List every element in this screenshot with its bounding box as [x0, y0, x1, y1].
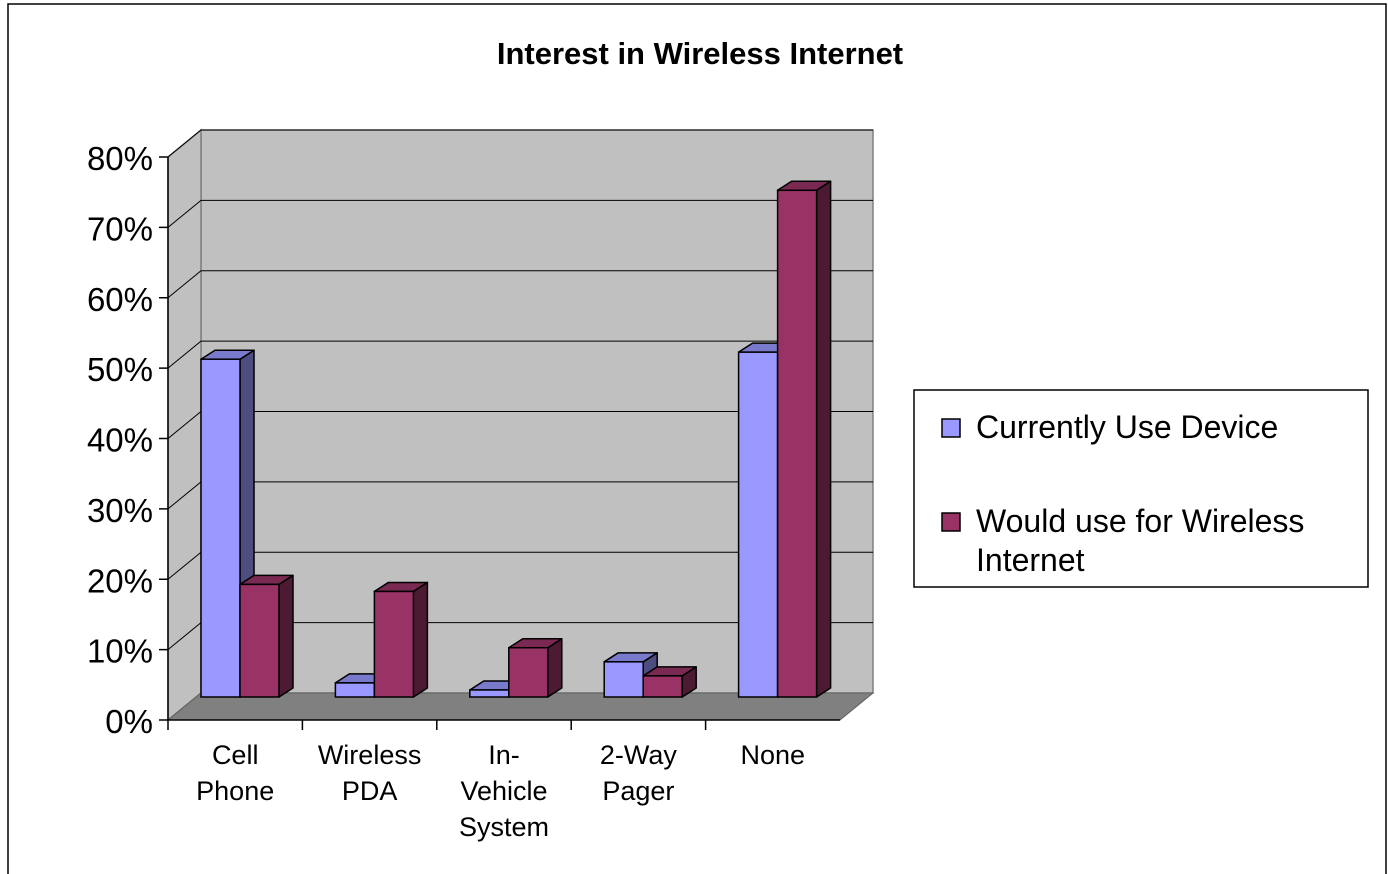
legend-label: Currently Use Device	[976, 409, 1278, 445]
bar-front	[776, 189, 818, 698]
x-tick-label: Pager	[602, 776, 674, 806]
legend-box	[913, 389, 1369, 588]
bars	[200, 180, 832, 698]
y-axis-tick-labels: 0% 10% 20% 30% 40% 50% 60% 70% 80%	[87, 140, 153, 740]
y-tick-label: 0%	[105, 703, 153, 740]
bar-front	[603, 661, 644, 698]
x-tick-label: Vehicle	[460, 776, 547, 806]
bar-side	[278, 574, 294, 698]
bar-side	[815, 180, 832, 698]
bar	[776, 180, 832, 698]
bar-front	[469, 689, 510, 698]
bar	[508, 637, 563, 698]
legend-label: Would use for Wireless	[976, 503, 1304, 539]
x-tick-label: System	[459, 812, 549, 842]
x-tick-label: Wireless	[318, 740, 422, 770]
bar-front	[508, 646, 549, 698]
x-tick-label: Phone	[196, 776, 274, 806]
bar-front	[200, 358, 241, 698]
y-tick-label: 10%	[87, 633, 153, 670]
bar	[373, 581, 429, 698]
bar	[642, 666, 697, 698]
x-tick-label: PDA	[342, 776, 398, 806]
x-tick-label: None	[741, 740, 806, 770]
bar-front	[373, 590, 415, 698]
y-tick-label: 70%	[87, 210, 153, 247]
y-tick-label: 40%	[87, 422, 153, 459]
bar-side	[547, 637, 563, 698]
y-tick-label: 80%	[87, 140, 153, 177]
legend-label: Internet	[976, 542, 1085, 578]
x-tick-label: 2-Way	[600, 740, 678, 770]
y-tick-label: 20%	[87, 562, 153, 599]
bar	[239, 574, 294, 698]
gridline	[167, 270, 873, 299]
axes	[159, 156, 840, 730]
bar-front	[239, 583, 280, 698]
legend-swatch	[941, 418, 961, 438]
y-tick-label: 60%	[87, 281, 153, 318]
bar-front	[334, 682, 376, 698]
x-axis-tick-labels: Cell Phone Wireless PDA In- Vehicle System 2-Wa…	[196, 740, 805, 842]
x-tick-label: In-	[488, 740, 520, 770]
y-tick-label: 50%	[87, 351, 153, 388]
chart-title: Interest in Wireless Internet	[497, 36, 903, 71]
gridline	[167, 199, 873, 228]
bar-side	[412, 581, 429, 698]
legend: Currently Use Device Would use for Wirele…	[913, 389, 1369, 588]
legend-swatch	[941, 512, 961, 532]
x-tick-label: Cell	[212, 740, 259, 770]
gridline	[167, 340, 873, 369]
bar-front	[642, 675, 683, 698]
y-tick-label: 30%	[87, 492, 153, 529]
gridline	[167, 129, 873, 158]
bar-front	[737, 351, 779, 698]
